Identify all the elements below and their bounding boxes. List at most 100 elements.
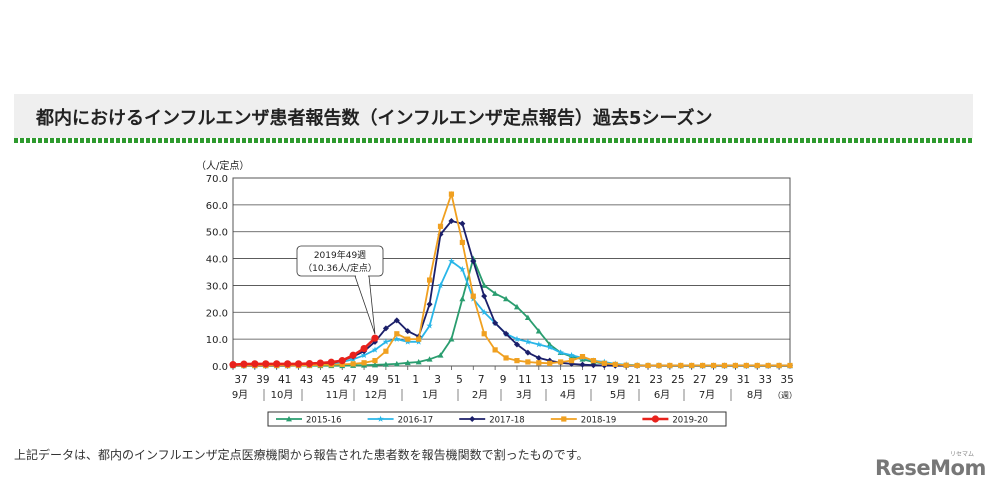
month-label: 9月 [232, 389, 248, 401]
data-point [579, 354, 586, 360]
data-point [754, 362, 760, 369]
x-tick-label: 13 [540, 374, 553, 386]
data-point [561, 416, 567, 422]
data-point [470, 293, 476, 299]
data-point [286, 416, 292, 422]
data-point [394, 331, 400, 337]
data-point [240, 360, 248, 368]
data-point [710, 362, 717, 369]
x-tick-label: 9 [500, 374, 507, 386]
data-point [689, 362, 695, 369]
data-point [481, 331, 487, 337]
y-tick-label: 50.0 [206, 228, 228, 239]
data-point [776, 362, 782, 369]
data-point [327, 358, 335, 366]
data-point [503, 295, 510, 302]
data-point [360, 344, 368, 353]
data-point [459, 239, 465, 246]
x-tick-label: 51 [387, 374, 400, 386]
data-point [262, 360, 270, 368]
series-line [233, 219, 790, 367]
y-tick-label: 70.0 [206, 174, 228, 185]
month-label: 12月 [365, 389, 388, 401]
data-point [590, 358, 597, 364]
data-point [743, 362, 749, 369]
data-point [416, 336, 422, 342]
data-point [448, 217, 455, 224]
data-point [459, 220, 466, 227]
x-tick-label: 41 [278, 374, 291, 386]
x-tick-label: 23 [649, 374, 662, 386]
data-point [503, 355, 509, 361]
resemom-logo: ReseMom [875, 456, 986, 480]
data-point [415, 358, 422, 365]
data-point [338, 357, 346, 365]
series-2019-20 [229, 334, 379, 369]
legend-item-2018-19: 2018-19 [550, 416, 616, 426]
month-label: 8月 [747, 389, 763, 401]
data-point [721, 362, 728, 369]
x-unit-label: （週） [773, 391, 797, 400]
series-line [233, 259, 790, 367]
data-point [525, 359, 531, 365]
data-point [371, 346, 379, 353]
data-point [651, 415, 660, 423]
data-point [656, 362, 662, 369]
data-point [535, 328, 542, 334]
x-tick-label: 31 [737, 374, 750, 386]
legend-label: 2019-20 [672, 416, 708, 426]
data-point [579, 361, 586, 368]
data-point [251, 360, 259, 368]
footnote: 上記データは、都内のインフルエンザ定点医療機関から報告された患者数を報告機関数で… [14, 448, 589, 462]
x-tick-label: 45 [322, 374, 335, 386]
data-point [382, 361, 389, 367]
legend-item-2019-20: 2019-20 [642, 415, 708, 426]
data-point [371, 361, 378, 368]
data-point [667, 362, 673, 369]
annotation-line1: 2019年49週 [314, 249, 366, 261]
x-tick-label: 7 [478, 374, 485, 386]
data-point [492, 290, 499, 296]
data-point [361, 360, 367, 366]
data-point [404, 359, 411, 366]
data-point [601, 360, 607, 366]
month-label: 7月 [699, 389, 715, 401]
data-point [732, 362, 738, 369]
data-point [448, 257, 455, 264]
plot-frame [232, 177, 791, 367]
data-point [558, 359, 564, 365]
x-tick-label: 11 [518, 374, 531, 386]
data-point [437, 282, 444, 289]
data-point [590, 362, 597, 369]
x-tick-label: 33 [759, 374, 772, 386]
data-point [426, 322, 433, 329]
legend-label: 2017-18 [489, 416, 525, 426]
data-point [536, 360, 542, 366]
resemom-logo-sub: リセマム [950, 451, 975, 458]
data-point [371, 334, 379, 342]
legend-label: 2016-17 [398, 416, 434, 426]
data-point [372, 358, 378, 364]
x-tick-label: 17 [584, 374, 597, 386]
legend-item-2017-18: 2017-18 [459, 416, 525, 426]
x-tick-label: 15 [562, 374, 575, 386]
data-point [547, 360, 553, 366]
data-point [524, 349, 531, 356]
x-tick-label: 21 [627, 374, 640, 386]
month-label: 10月 [271, 389, 294, 401]
data-point [568, 351, 575, 358]
data-point [273, 360, 281, 368]
data-point [382, 325, 389, 332]
data-point [393, 317, 400, 324]
data-point [459, 295, 466, 302]
x-tick-label: 27 [693, 374, 706, 386]
data-point [360, 351, 368, 358]
data-point [470, 258, 477, 265]
title-bar: 都内におけるインフルエンザ患者報告数（インフルエンザ定点報告）過去5シーズン [14, 94, 973, 138]
annotation-pointer [354, 275, 376, 335]
x-tick-label: 37 [234, 374, 247, 386]
data-point [426, 301, 433, 308]
month-label: 5月 [610, 389, 626, 401]
data-point [678, 362, 684, 369]
data-point [634, 362, 640, 369]
